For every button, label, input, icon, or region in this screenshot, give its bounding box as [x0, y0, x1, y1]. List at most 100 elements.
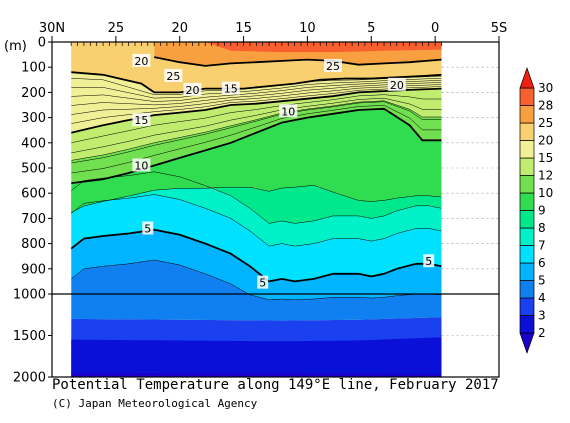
- isotherm-minor: [71, 94, 442, 144]
- colorbar-label: 30: [538, 81, 553, 95]
- colorbar-segment: [519, 87, 535, 106]
- fill-20-25: [71, 42, 442, 93]
- fill-5-6: [71, 229, 442, 300]
- y-tick-label: 200: [21, 86, 46, 101]
- colorbar-segment: [519, 315, 535, 334]
- isotherm-label-bg: [142, 221, 154, 235]
- x-tick-label: 5S: [491, 21, 508, 36]
- fill-6-7: [71, 194, 442, 282]
- isotherm-label: 10: [134, 159, 148, 172]
- isotherm-minor: [71, 82, 442, 106]
- y-tick-label: 2000: [13, 371, 46, 386]
- colorbar-label: 15: [538, 151, 553, 165]
- x-axis: 30N 25 20 15 10 5 0 5S: [39, 21, 507, 42]
- y-tick-label: 500: [21, 162, 46, 177]
- isotherm-label: 20: [134, 55, 148, 68]
- y-tick-label: 300: [21, 111, 46, 126]
- x-tick-label: 25: [108, 21, 125, 36]
- chart-title: Potential Temperature along 149°E line, …: [52, 377, 499, 393]
- isotherm-label: 15: [224, 83, 238, 96]
- isotherm-label: 15: [134, 114, 148, 127]
- y-tick-label: 0: [38, 36, 46, 51]
- x-tick-label: 20: [171, 21, 188, 36]
- temperature-fills: [71, 42, 442, 377]
- isotherm-label: 25: [166, 70, 180, 83]
- isotherm-5: [71, 228, 442, 283]
- colorbar-label: 28: [538, 99, 553, 113]
- isotherm-label-bg: [279, 104, 298, 118]
- colorbar-segment: [519, 210, 535, 229]
- colorbar-label: 2: [538, 326, 546, 340]
- isotherm-label-bg: [323, 58, 342, 72]
- colorbar-arrow-high: [519, 66, 535, 89]
- colorbar-segment: [519, 157, 535, 176]
- isotherm-label: 25: [326, 60, 340, 73]
- colorbar-label: 5: [538, 274, 546, 288]
- x-tick-label: 30N: [39, 21, 65, 36]
- isotherm-label-bg: [132, 113, 151, 127]
- colorbar-label: 7: [538, 239, 546, 253]
- isotherm-labels: 20 25 20 15 25 20 15 10 10 5 5 5: [132, 53, 435, 290]
- isotherm-label-bg: [132, 158, 151, 172]
- isotherm-label-bg: [183, 82, 202, 96]
- colorbar-segment: [519, 245, 535, 264]
- colorbar-label: 3: [538, 309, 546, 323]
- isotherm-minor: [71, 185, 442, 213]
- isotherm-minor: [71, 101, 442, 164]
- isotherm-label-bg: [164, 69, 183, 83]
- y-axis-label: (m): [4, 39, 27, 54]
- isotherm-minor: [71, 194, 442, 247]
- colorbar-label: 25: [538, 116, 553, 130]
- isotherm-minor: [71, 100, 442, 161]
- fill-9-10: [71, 108, 442, 213]
- colorbar-label: 6: [538, 256, 546, 270]
- colorbar-label: 10: [538, 186, 553, 200]
- colorbar-segment: [519, 280, 535, 299]
- x-tick-label: 15: [235, 21, 252, 36]
- colorbar-segment: [519, 262, 535, 281]
- isotherm-label: 5: [259, 277, 266, 290]
- x-tick-label: 5: [367, 21, 375, 36]
- isotherm-label-bg: [132, 53, 151, 67]
- isotherm-minor: [71, 84, 442, 115]
- colorbar: 2 3 4 5 6 7 8 9 10 12 15 20 25 28 30: [519, 66, 553, 355]
- isotherm-minor: [71, 77, 442, 99]
- isotherm-label-bg: [387, 77, 406, 91]
- isotherm-25: [154, 56, 442, 67]
- chart-credit: (C) Japan Meteorological Agency: [52, 397, 258, 410]
- colorbar-segment: [519, 297, 535, 316]
- isotherm-minor: [71, 171, 442, 224]
- x-tick-label: 0: [431, 21, 439, 36]
- isotherm-label: 20: [185, 84, 199, 97]
- isotherm-minor: [71, 259, 442, 301]
- y-tick-label: 1500: [13, 329, 46, 344]
- fill-28-30: [205, 42, 442, 53]
- colorbar-arrow-low: [519, 332, 535, 355]
- y-tick-label: 100: [21, 61, 46, 76]
- x-tick-label: 10: [299, 21, 316, 36]
- fill-2-3: [71, 337, 442, 377]
- isotherm-label: 5: [144, 222, 151, 235]
- y-tick-label: 400: [21, 136, 46, 151]
- y-tick-label: 800: [21, 237, 46, 252]
- colorbar-segment: [519, 105, 535, 124]
- isotherm-20: [71, 71, 442, 94]
- y-tick-label: 600: [21, 187, 46, 202]
- y-tick-label: 900: [21, 262, 46, 277]
- fill-7-8: [71, 171, 442, 247]
- colorbar-segment: [519, 192, 535, 211]
- colorbar-label: 4: [538, 291, 546, 305]
- colorbar-segment: [519, 122, 535, 141]
- isotherm-label: 10: [281, 105, 295, 118]
- fill-15-20: [71, 72, 442, 133]
- isotherm-minor: [71, 97, 442, 154]
- isotherm-minor: [71, 80, 442, 102]
- isotherm-minor: [71, 75, 442, 95]
- colorbar-segment: [519, 140, 535, 159]
- fill-lt2: [71, 372, 442, 377]
- fill-4-5: [71, 260, 442, 321]
- y-tick-label: 700: [21, 212, 46, 227]
- colorbar-label: 20: [538, 134, 553, 148]
- colorbar-segment: [519, 175, 535, 194]
